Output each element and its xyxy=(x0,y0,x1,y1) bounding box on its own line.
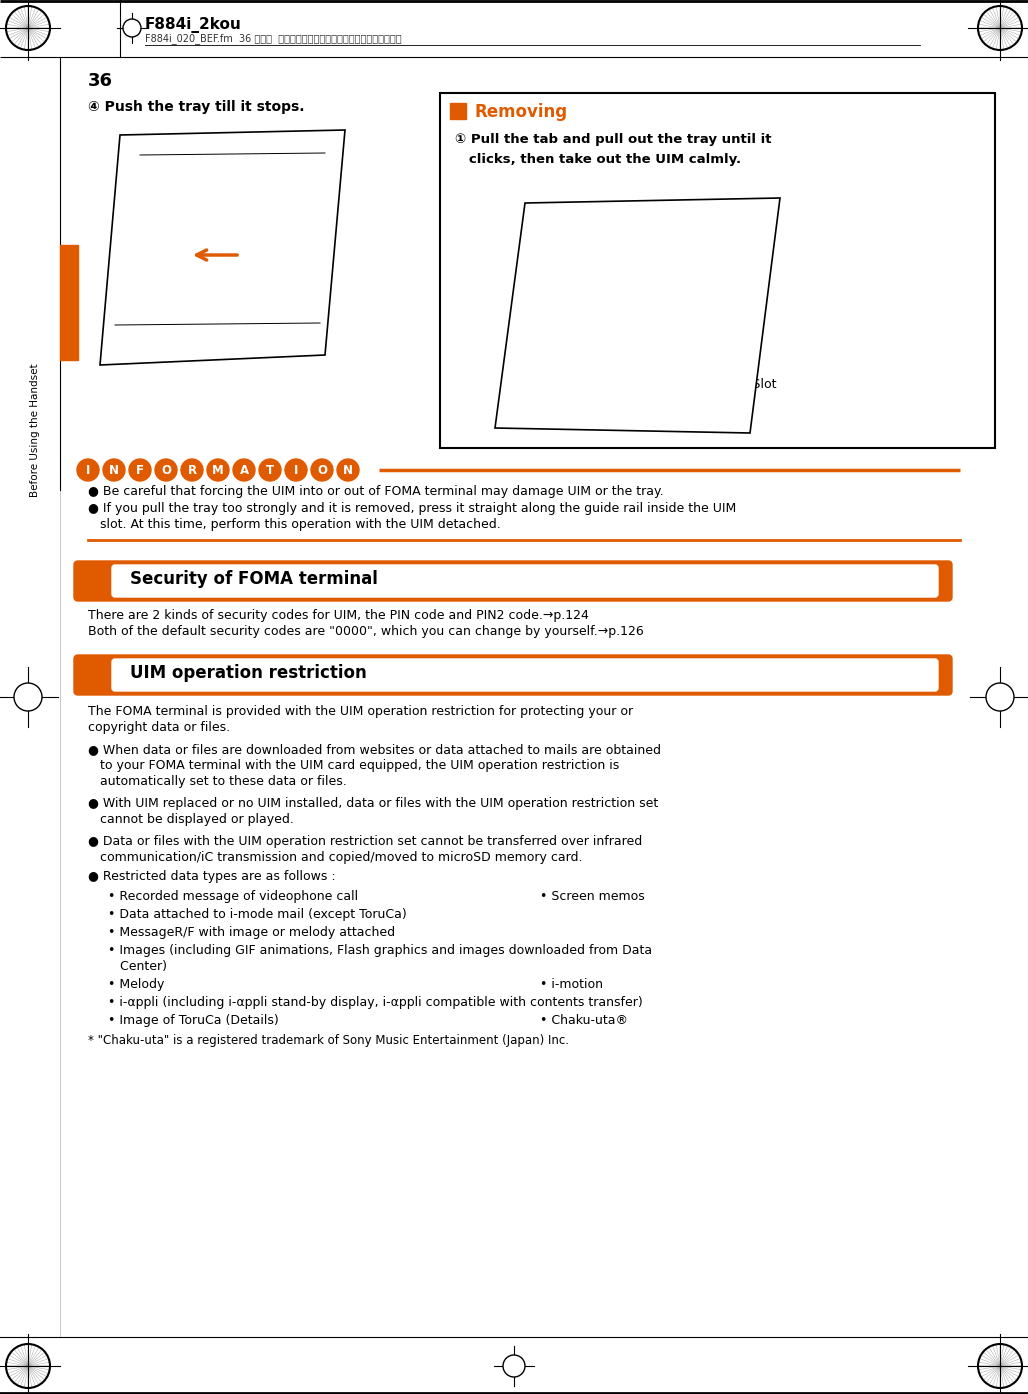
FancyBboxPatch shape xyxy=(74,560,952,601)
Circle shape xyxy=(503,1355,525,1377)
Text: A: A xyxy=(240,463,249,477)
Text: • MessageR/F with image or melody attached: • MessageR/F with image or melody attach… xyxy=(100,926,395,940)
Circle shape xyxy=(285,459,307,481)
Circle shape xyxy=(77,459,99,481)
Text: F884i_020_BEF.fm  36 ページ  ２００８年１月９日　水曜日　午後５時５０分: F884i_020_BEF.fm 36 ページ ２００８年１月９日 水曜日 午後… xyxy=(145,33,402,43)
Text: • Image of ToruCa (Details): • Image of ToruCa (Details) xyxy=(100,1013,279,1027)
Text: The FOMA terminal is provided with the UIM operation restriction for protecting : The FOMA terminal is provided with the U… xyxy=(88,705,633,718)
Text: ① Pull the tab and pull out the tray until it: ① Pull the tab and pull out the tray unt… xyxy=(455,132,771,146)
Text: M: M xyxy=(212,463,224,477)
Text: I: I xyxy=(294,463,298,477)
Text: Before Using the Handset: Before Using the Handset xyxy=(30,364,40,496)
Text: 36: 36 xyxy=(88,72,113,91)
Text: ● Restricted data types are as follows :: ● Restricted data types are as follows : xyxy=(88,870,335,882)
Text: O: O xyxy=(317,463,327,477)
Circle shape xyxy=(103,459,125,481)
Text: • Chaku-uta®: • Chaku-uta® xyxy=(540,1013,628,1027)
Text: clicks, then take out the UIM calmly.: clicks, then take out the UIM calmly. xyxy=(455,153,741,166)
FancyBboxPatch shape xyxy=(112,565,938,597)
Text: Center): Center) xyxy=(100,960,167,973)
Text: • Recorded message of videophone call: • Recorded message of videophone call xyxy=(100,889,358,903)
Text: F884i_2kou: F884i_2kou xyxy=(145,17,242,33)
Text: O: O xyxy=(161,463,171,477)
Text: N: N xyxy=(343,463,353,477)
Text: to your FOMA terminal with the UIM card equipped, the UIM operation restriction : to your FOMA terminal with the UIM card … xyxy=(88,758,619,772)
Circle shape xyxy=(233,459,255,481)
FancyBboxPatch shape xyxy=(112,659,938,691)
Circle shape xyxy=(207,459,229,481)
Text: • i-motion: • i-motion xyxy=(540,979,603,991)
Text: Security of FOMA terminal: Security of FOMA terminal xyxy=(130,570,378,588)
Text: slot. At this time, perform this operation with the UIM detached.: slot. At this time, perform this operati… xyxy=(88,519,501,531)
Text: • Data attached to i-mode mail (except ToruCa): • Data attached to i-mode mail (except T… xyxy=(100,907,407,921)
Text: ● Be careful that forcing the UIM into or out of FOMA terminal may damage UIM or: ● Be careful that forcing the UIM into o… xyxy=(88,485,664,498)
Text: UIM Slot: UIM Slot xyxy=(725,378,776,390)
Text: I: I xyxy=(85,463,90,477)
Polygon shape xyxy=(100,130,345,365)
Text: ● Data or files with the UIM operation restriction set cannot be transferred ove: ● Data or files with the UIM operation r… xyxy=(88,835,642,848)
Text: • Melody: • Melody xyxy=(100,979,164,991)
Circle shape xyxy=(123,20,141,38)
Text: ④ Push the tray till it stops.: ④ Push the tray till it stops. xyxy=(88,100,304,114)
Text: T: T xyxy=(266,463,274,477)
Text: N: N xyxy=(109,463,119,477)
FancyBboxPatch shape xyxy=(74,655,952,696)
Text: UIM operation restriction: UIM operation restriction xyxy=(130,664,367,682)
Text: ● If you pull the tray too strongly and it is removed, press it straight along t: ● If you pull the tray too strongly and … xyxy=(88,502,736,514)
Polygon shape xyxy=(495,198,780,434)
Circle shape xyxy=(259,459,281,481)
Circle shape xyxy=(128,459,151,481)
Circle shape xyxy=(311,459,333,481)
Text: • Screen memos: • Screen memos xyxy=(540,889,645,903)
Circle shape xyxy=(986,683,1014,711)
Text: copyright data or files.: copyright data or files. xyxy=(88,721,230,735)
Text: ● With UIM replaced or no UIM installed, data or files with the UIM operation re: ● With UIM replaced or no UIM installed,… xyxy=(88,797,658,810)
Bar xyxy=(450,103,466,118)
Text: ● When data or files are downloaded from websites or data attached to mails are : ● When data or files are downloaded from… xyxy=(88,743,661,756)
Circle shape xyxy=(14,683,42,711)
Text: cannot be displayed or played.: cannot be displayed or played. xyxy=(88,813,294,827)
Circle shape xyxy=(181,459,203,481)
Text: F: F xyxy=(136,463,144,477)
Text: Removing: Removing xyxy=(474,103,567,121)
Circle shape xyxy=(155,459,177,481)
Circle shape xyxy=(337,459,359,481)
Text: There are 2 kinds of security codes for UIM, the PIN code and PIN2 code.→p.124: There are 2 kinds of security codes for … xyxy=(88,609,589,622)
Text: • Images (including GIF animations, Flash graphics and images downloaded from Da: • Images (including GIF animations, Flas… xyxy=(100,944,652,958)
Text: automatically set to these data or files.: automatically set to these data or files… xyxy=(88,775,346,788)
Text: communication/iC transmission and copied/moved to microSD memory card.: communication/iC transmission and copied… xyxy=(88,850,583,864)
Text: Tab: Tab xyxy=(615,208,636,222)
Text: R: R xyxy=(187,463,196,477)
Text: Both of the default security codes are "0000", which you can change by yourself.: Both of the default security codes are "… xyxy=(88,625,644,638)
Text: • i-αppli (including i-αppli stand-by display, i-αppli compatible with contents : • i-αppli (including i-αppli stand-by di… xyxy=(100,995,642,1009)
Text: * "Chaku-uta" is a registered trademark of Sony Music Entertainment (Japan) Inc.: * "Chaku-uta" is a registered trademark … xyxy=(88,1034,570,1047)
Bar xyxy=(440,93,995,447)
Bar xyxy=(60,245,78,360)
